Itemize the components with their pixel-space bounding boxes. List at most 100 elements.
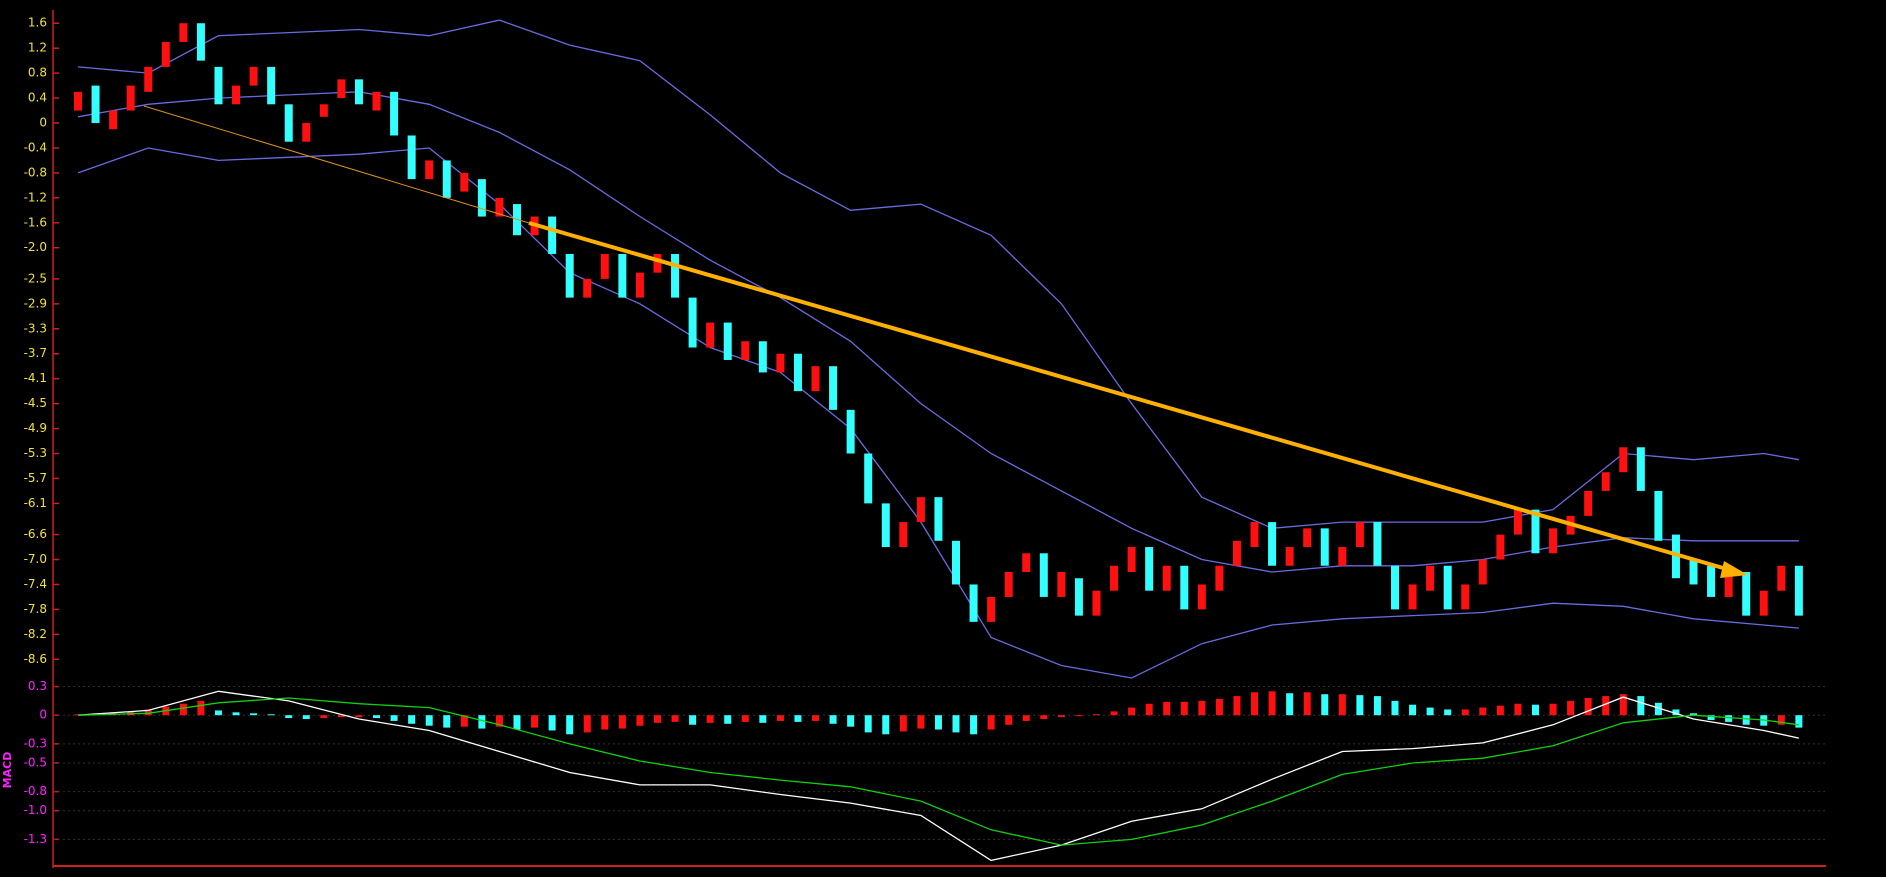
candle xyxy=(1127,547,1136,572)
candle xyxy=(1268,522,1277,566)
plot-layer: 1.6 1.2 0.8 0.4 0 -0.4 -0.8 -1.2 -1.6 -2.0 -2.5 -2.… xyxy=(24,16,1826,862)
macd-bar xyxy=(1128,707,1136,716)
macd-bar xyxy=(1444,709,1452,716)
candle xyxy=(1443,565,1452,610)
y-tick-label: -6.6 xyxy=(24,527,47,541)
candle xyxy=(1092,590,1101,616)
candle xyxy=(1022,553,1031,572)
y-tick-label: -0.8 xyxy=(24,165,47,179)
candle xyxy=(161,41,170,67)
candle xyxy=(302,123,311,142)
candle xyxy=(1004,571,1013,597)
macd-bar xyxy=(864,715,872,733)
macd-bar xyxy=(460,715,468,727)
y-tick-label: -2.9 xyxy=(24,296,47,310)
macd-bar xyxy=(302,715,310,720)
macd-bar xyxy=(1057,715,1065,718)
macd-bar xyxy=(548,715,556,731)
candle xyxy=(232,85,241,105)
y-tick-label: -8.6 xyxy=(24,652,47,666)
candle xyxy=(144,66,153,92)
macd-bar xyxy=(618,715,626,729)
candle xyxy=(1039,553,1048,597)
candle xyxy=(1232,540,1241,566)
candle xyxy=(425,160,434,180)
candle xyxy=(969,584,978,622)
y-tick-label: -0.5 xyxy=(24,755,47,769)
candle xyxy=(723,322,732,360)
macd-bar xyxy=(1409,704,1417,716)
macd-bar xyxy=(320,715,328,719)
macd-bar xyxy=(144,709,152,716)
macd-bar xyxy=(250,713,258,716)
macd-bar xyxy=(1110,711,1118,716)
macd-bar xyxy=(1531,704,1539,716)
candle xyxy=(1619,447,1628,473)
macd-bar xyxy=(390,715,398,721)
candle xyxy=(846,409,855,454)
candle xyxy=(249,66,258,86)
macd-bar xyxy=(1637,696,1645,716)
macd-bar xyxy=(1356,695,1364,716)
candle xyxy=(1601,472,1610,491)
candle xyxy=(1320,528,1329,566)
candle xyxy=(987,596,996,622)
macd-bar xyxy=(1022,715,1030,721)
macd-bar xyxy=(636,715,644,726)
macd-bar xyxy=(899,715,907,732)
macd-bar xyxy=(1163,701,1171,716)
candle xyxy=(1496,534,1505,560)
macd-bar xyxy=(478,715,486,729)
macd-bar xyxy=(232,712,240,716)
candle xyxy=(1759,590,1768,616)
candle xyxy=(1303,528,1312,548)
macd-bar xyxy=(776,715,784,721)
candle xyxy=(1794,565,1803,616)
macd-bar xyxy=(1180,701,1188,716)
candle xyxy=(196,23,205,61)
candle xyxy=(653,253,662,273)
macd-bar xyxy=(1426,707,1434,716)
y-tick-label: -3.7 xyxy=(24,346,47,360)
y-tick-label: 0.3 xyxy=(28,679,47,693)
candle xyxy=(1250,522,1259,548)
y-tick-label: 0 xyxy=(39,708,47,722)
macd-bar xyxy=(1619,694,1627,716)
candle xyxy=(372,91,381,111)
macd-bar xyxy=(1005,715,1013,725)
y-tick-label: -1.2 xyxy=(24,190,47,204)
macd-bar xyxy=(1268,691,1276,716)
candle xyxy=(934,497,943,541)
y-tick-label: 0 xyxy=(39,116,47,130)
y-tick-label: -0.3 xyxy=(24,736,47,750)
y-tick-label: -4.5 xyxy=(24,396,47,410)
y-tick-label: -4.1 xyxy=(24,371,47,385)
candle xyxy=(565,253,574,298)
y-tick-label: -1.0 xyxy=(24,803,47,817)
candle xyxy=(179,23,188,42)
y-tick-label: 0.8 xyxy=(28,66,47,80)
candle xyxy=(1162,565,1171,591)
candle xyxy=(74,91,82,111)
candle xyxy=(1215,565,1224,591)
macd-bar xyxy=(987,715,995,730)
candle xyxy=(671,253,680,298)
macd-bar xyxy=(794,715,802,722)
macd-bar xyxy=(1373,696,1381,716)
candle xyxy=(635,272,644,298)
y-tick-label: -7.4 xyxy=(24,577,47,591)
candle xyxy=(952,540,960,585)
candle xyxy=(284,104,293,142)
candle xyxy=(811,366,820,392)
macd-bar xyxy=(812,715,820,721)
macd-bar xyxy=(653,715,661,723)
macd-bar xyxy=(882,715,890,735)
macd-bar xyxy=(1567,700,1575,716)
macd-bar xyxy=(829,715,837,724)
indicator-line xyxy=(77,690,1800,862)
macd-bar xyxy=(267,714,275,716)
candle xyxy=(1654,490,1663,541)
macd-bar xyxy=(1690,713,1698,716)
